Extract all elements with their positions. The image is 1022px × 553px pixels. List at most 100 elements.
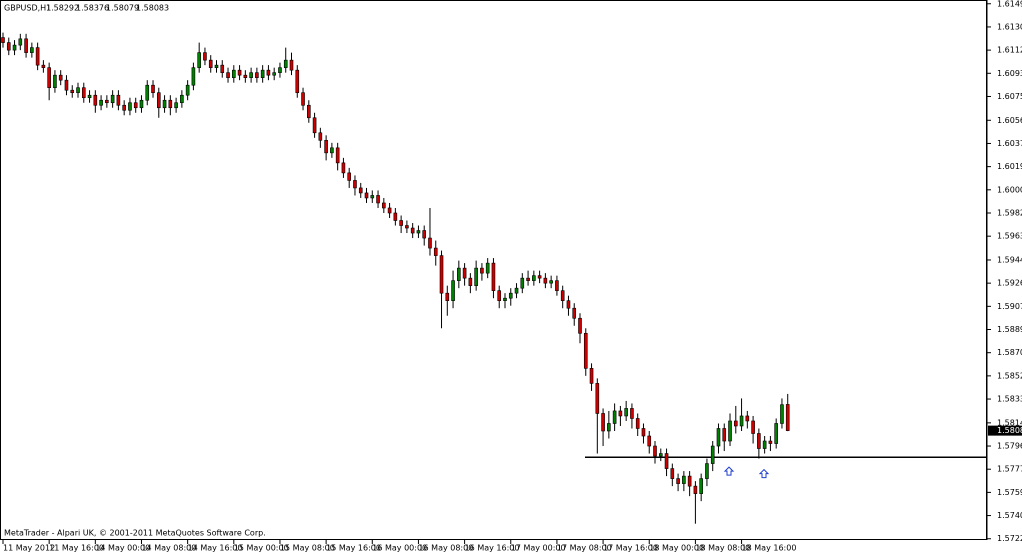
arrow-up xyxy=(723,466,735,476)
candle-body xyxy=(601,413,605,432)
candle-body xyxy=(722,428,727,442)
candle-body xyxy=(595,383,600,414)
candle-body xyxy=(739,415,744,427)
y-tick-label: 1.59820 xyxy=(997,208,1022,217)
candle-body xyxy=(785,404,790,431)
candle-body xyxy=(733,420,738,427)
y-tick-label: 1.57220 xyxy=(997,534,1022,543)
candle-body xyxy=(58,74,63,81)
candle-body xyxy=(710,445,715,464)
candle-body xyxy=(526,277,530,281)
candle-body xyxy=(47,67,51,89)
candle-body xyxy=(670,468,675,479)
candle-body xyxy=(399,220,403,226)
x-tick-label: 17 May 00:00 xyxy=(511,544,566,553)
candle-body xyxy=(647,435,652,447)
candle-body xyxy=(641,428,646,437)
candle-body xyxy=(457,267,461,281)
candle-body xyxy=(156,92,161,109)
candle-body xyxy=(520,277,525,289)
candle-body xyxy=(312,117,317,134)
x-tick-label: 17 May 16:00 xyxy=(603,544,658,553)
candle-body xyxy=(358,187,363,194)
candle-body xyxy=(416,230,421,234)
candle-body xyxy=(232,69,236,78)
candle-body xyxy=(393,212,398,221)
candle-body xyxy=(237,69,242,76)
candle-body xyxy=(41,64,46,68)
candle-body xyxy=(145,84,150,101)
candle-body xyxy=(208,59,213,68)
candle-body xyxy=(214,64,219,68)
candle-body xyxy=(503,297,507,301)
candle-body xyxy=(12,44,17,51)
x-tick-label: 18 May 00:00 xyxy=(649,544,704,553)
candle-body xyxy=(376,195,380,204)
candle-body xyxy=(203,52,207,61)
candle-body xyxy=(630,408,634,419)
y-tick-label: 1.60190 xyxy=(997,162,1022,171)
candle-body xyxy=(716,428,721,447)
candle-body xyxy=(174,102,178,109)
candle-body xyxy=(116,94,121,106)
candle-body xyxy=(543,277,548,284)
candle-body xyxy=(30,47,34,53)
candle-body xyxy=(676,478,680,484)
candle-body xyxy=(757,433,761,449)
candle-body xyxy=(64,79,69,91)
candle-body xyxy=(24,38,28,53)
candle-body xyxy=(110,94,115,104)
candle-body xyxy=(491,262,496,291)
candle-body xyxy=(612,410,617,424)
candle-body xyxy=(728,420,732,442)
candle-body xyxy=(745,415,750,422)
x-tick-label: 18 May 16:00 xyxy=(742,544,797,553)
y-tick-label: 1.59075 xyxy=(997,302,1022,311)
y-tick-label: 1.58890 xyxy=(997,325,1022,334)
candle-body xyxy=(353,180,357,189)
candle-body xyxy=(497,290,502,301)
price-label-bg xyxy=(988,425,1022,436)
candle-body xyxy=(693,485,698,494)
candle-body xyxy=(618,410,623,417)
y-tick-label: 1.57405 xyxy=(997,511,1022,520)
candle-body xyxy=(508,292,513,299)
candle-body xyxy=(122,104,126,111)
candle-body xyxy=(35,47,40,66)
candle-body xyxy=(1,37,5,43)
candle-body xyxy=(428,237,432,249)
candle-body xyxy=(751,420,755,434)
candle-body xyxy=(272,72,276,76)
candle-body xyxy=(301,92,305,106)
x-tick-label: 16 May 00:00 xyxy=(372,544,427,553)
candle-body xyxy=(335,147,340,164)
candle-body xyxy=(70,89,75,94)
candle-body xyxy=(307,104,311,119)
x-tick-label: 14 May 08:00 xyxy=(141,544,196,553)
candle-body xyxy=(439,255,444,294)
x-tick-label: 17 May 08:00 xyxy=(557,544,612,553)
candle-body xyxy=(699,478,703,494)
candle-body xyxy=(583,332,588,369)
candle-body xyxy=(705,463,709,479)
y-tick-label: 1.60375 xyxy=(997,139,1022,148)
candle-body xyxy=(762,440,767,449)
candle-body xyxy=(191,67,196,86)
candle-body xyxy=(364,192,369,199)
candle-body xyxy=(410,227,415,234)
candle-body xyxy=(451,280,455,301)
candle-body xyxy=(278,67,282,73)
candle-body xyxy=(133,102,138,109)
x-tick-label: 18 May 08:00 xyxy=(695,544,750,553)
arrow-up xyxy=(758,468,770,479)
footer: MetaTrader - Alpari UK, © 2001-2011 Meta… xyxy=(4,529,266,538)
candle-body xyxy=(635,418,640,429)
y-tick-label: 1.59635 xyxy=(997,232,1022,241)
candle-body xyxy=(589,368,594,384)
candle-body xyxy=(549,280,553,284)
candle-body xyxy=(197,52,201,68)
candle-body xyxy=(243,74,248,78)
